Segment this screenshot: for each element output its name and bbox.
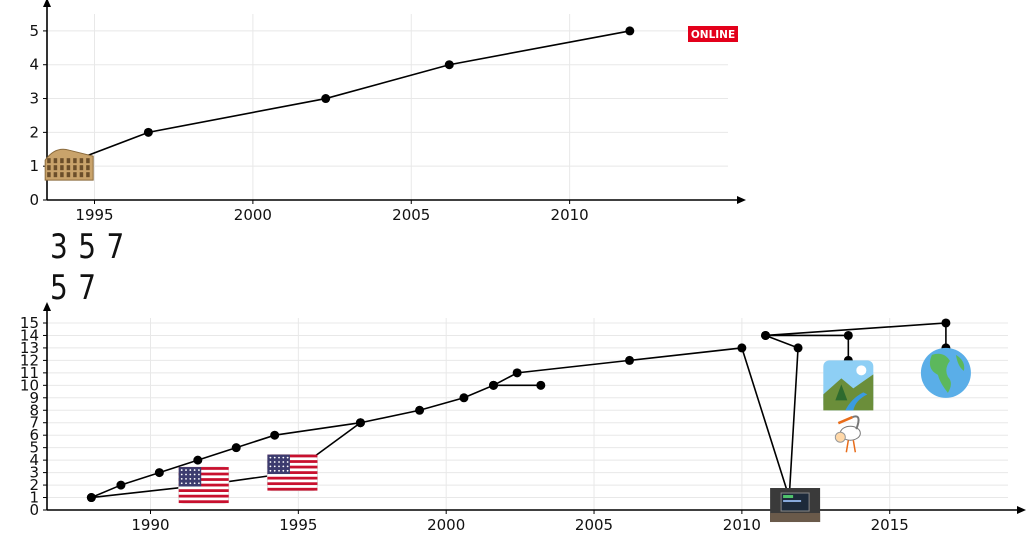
x-tick-label: 2015 — [871, 516, 909, 534]
y-tick-label: 3 — [29, 464, 39, 482]
us-flag-icon — [266, 454, 318, 492]
x-tick-label: 2000 — [427, 516, 465, 534]
us-flag-icon — [178, 466, 230, 504]
y-tick-label: 7 — [29, 414, 39, 432]
y-tick-label: 2 — [29, 123, 39, 141]
data-point — [843, 330, 853, 340]
data-point — [625, 355, 635, 365]
y-tick-label: 5 — [29, 439, 39, 457]
x-tick-label: 1995 — [75, 206, 113, 224]
y-tick-label: 1 — [29, 157, 39, 175]
y-tick-label: 4 — [29, 56, 39, 74]
y-tick-label: 2 — [29, 476, 39, 494]
stork-baby-icon — [834, 415, 861, 453]
data-point — [536, 380, 546, 390]
data-point — [270, 430, 280, 440]
data-point — [488, 380, 498, 390]
online-badge-bg — [688, 26, 738, 42]
y-tick-label: 0 — [29, 501, 39, 519]
data-point — [143, 127, 153, 137]
data-point — [512, 368, 522, 378]
y-tick-label: 1 — [29, 489, 39, 507]
y-axis-arrow — [43, 0, 51, 7]
data-point — [86, 493, 96, 503]
y-tick-label: 5 — [29, 22, 39, 40]
globe-americas-icon — [920, 347, 971, 398]
series-line-3 — [493, 334, 850, 498]
x-tick-label: 2010 — [723, 516, 761, 534]
gridlines — [47, 14, 728, 201]
x-tick-label: 2005 — [575, 516, 613, 534]
summary-line-2: 5 7 — [50, 268, 97, 308]
colosseum-icon — [44, 148, 94, 181]
y-tick-label: 12 — [20, 351, 39, 369]
y-tick-label: 8 — [29, 401, 39, 419]
data-point — [444, 60, 454, 70]
series-line-1 — [91, 421, 361, 499]
x-tick-label: 2005 — [392, 206, 430, 224]
online-badge: ONLINE — [688, 26, 738, 42]
y-tick-label: 11 — [20, 364, 39, 382]
series-line-2 — [360, 384, 541, 424]
x-tick-label: 1995 — [279, 516, 317, 534]
data-point — [625, 26, 635, 36]
chart-1: 1995 2000 2005 2010 0 1 2 3 4 5 — [29, 0, 746, 224]
y-tick-label: 14 — [20, 326, 39, 344]
data-point — [761, 330, 771, 340]
laptop-photo-icon — [770, 488, 821, 523]
y-tick-label: 9 — [29, 389, 39, 407]
data-point — [154, 468, 164, 478]
data-point — [941, 318, 951, 328]
axes: 1995 2000 2005 2010 0 1 2 3 4 5 — [29, 0, 746, 224]
y-axis-arrow — [43, 302, 51, 311]
axes: 1990 1995 2000 2005 2010 20150123456789101112… — [20, 302, 1026, 534]
y-tick-label: 6 — [29, 426, 39, 444]
data-point — [116, 480, 126, 490]
data-point — [737, 343, 747, 353]
national-park-icon — [823, 360, 874, 411]
y-tick-label: 13 — [20, 339, 39, 357]
y-tick-label: 4 — [29, 451, 39, 469]
x-tick-label: 2000 — [234, 206, 272, 224]
data-point — [793, 343, 803, 353]
data-point — [355, 418, 365, 428]
summary-line-1: 3 5 7 — [50, 227, 126, 267]
chart-2: 1990 1995 2000 2005 2010 20150123456789101112… — [20, 302, 1026, 534]
x-tick-label: 2010 — [551, 206, 589, 224]
x-tick-label: 1990 — [131, 516, 169, 534]
data-point — [459, 393, 469, 403]
data-point — [193, 455, 203, 465]
data-point — [231, 443, 241, 453]
y-tick-label: 15 — [20, 314, 39, 332]
y-tick-label: 0 — [29, 191, 39, 209]
online-badge-text: ONLINE — [691, 29, 735, 41]
x-axis-arrow — [1017, 506, 1026, 514]
x-axis-arrow — [737, 196, 746, 204]
y-tick-label: 10 — [20, 376, 39, 394]
data-point — [321, 94, 331, 104]
data-point — [415, 405, 425, 415]
y-tick-label: 3 — [29, 90, 39, 108]
